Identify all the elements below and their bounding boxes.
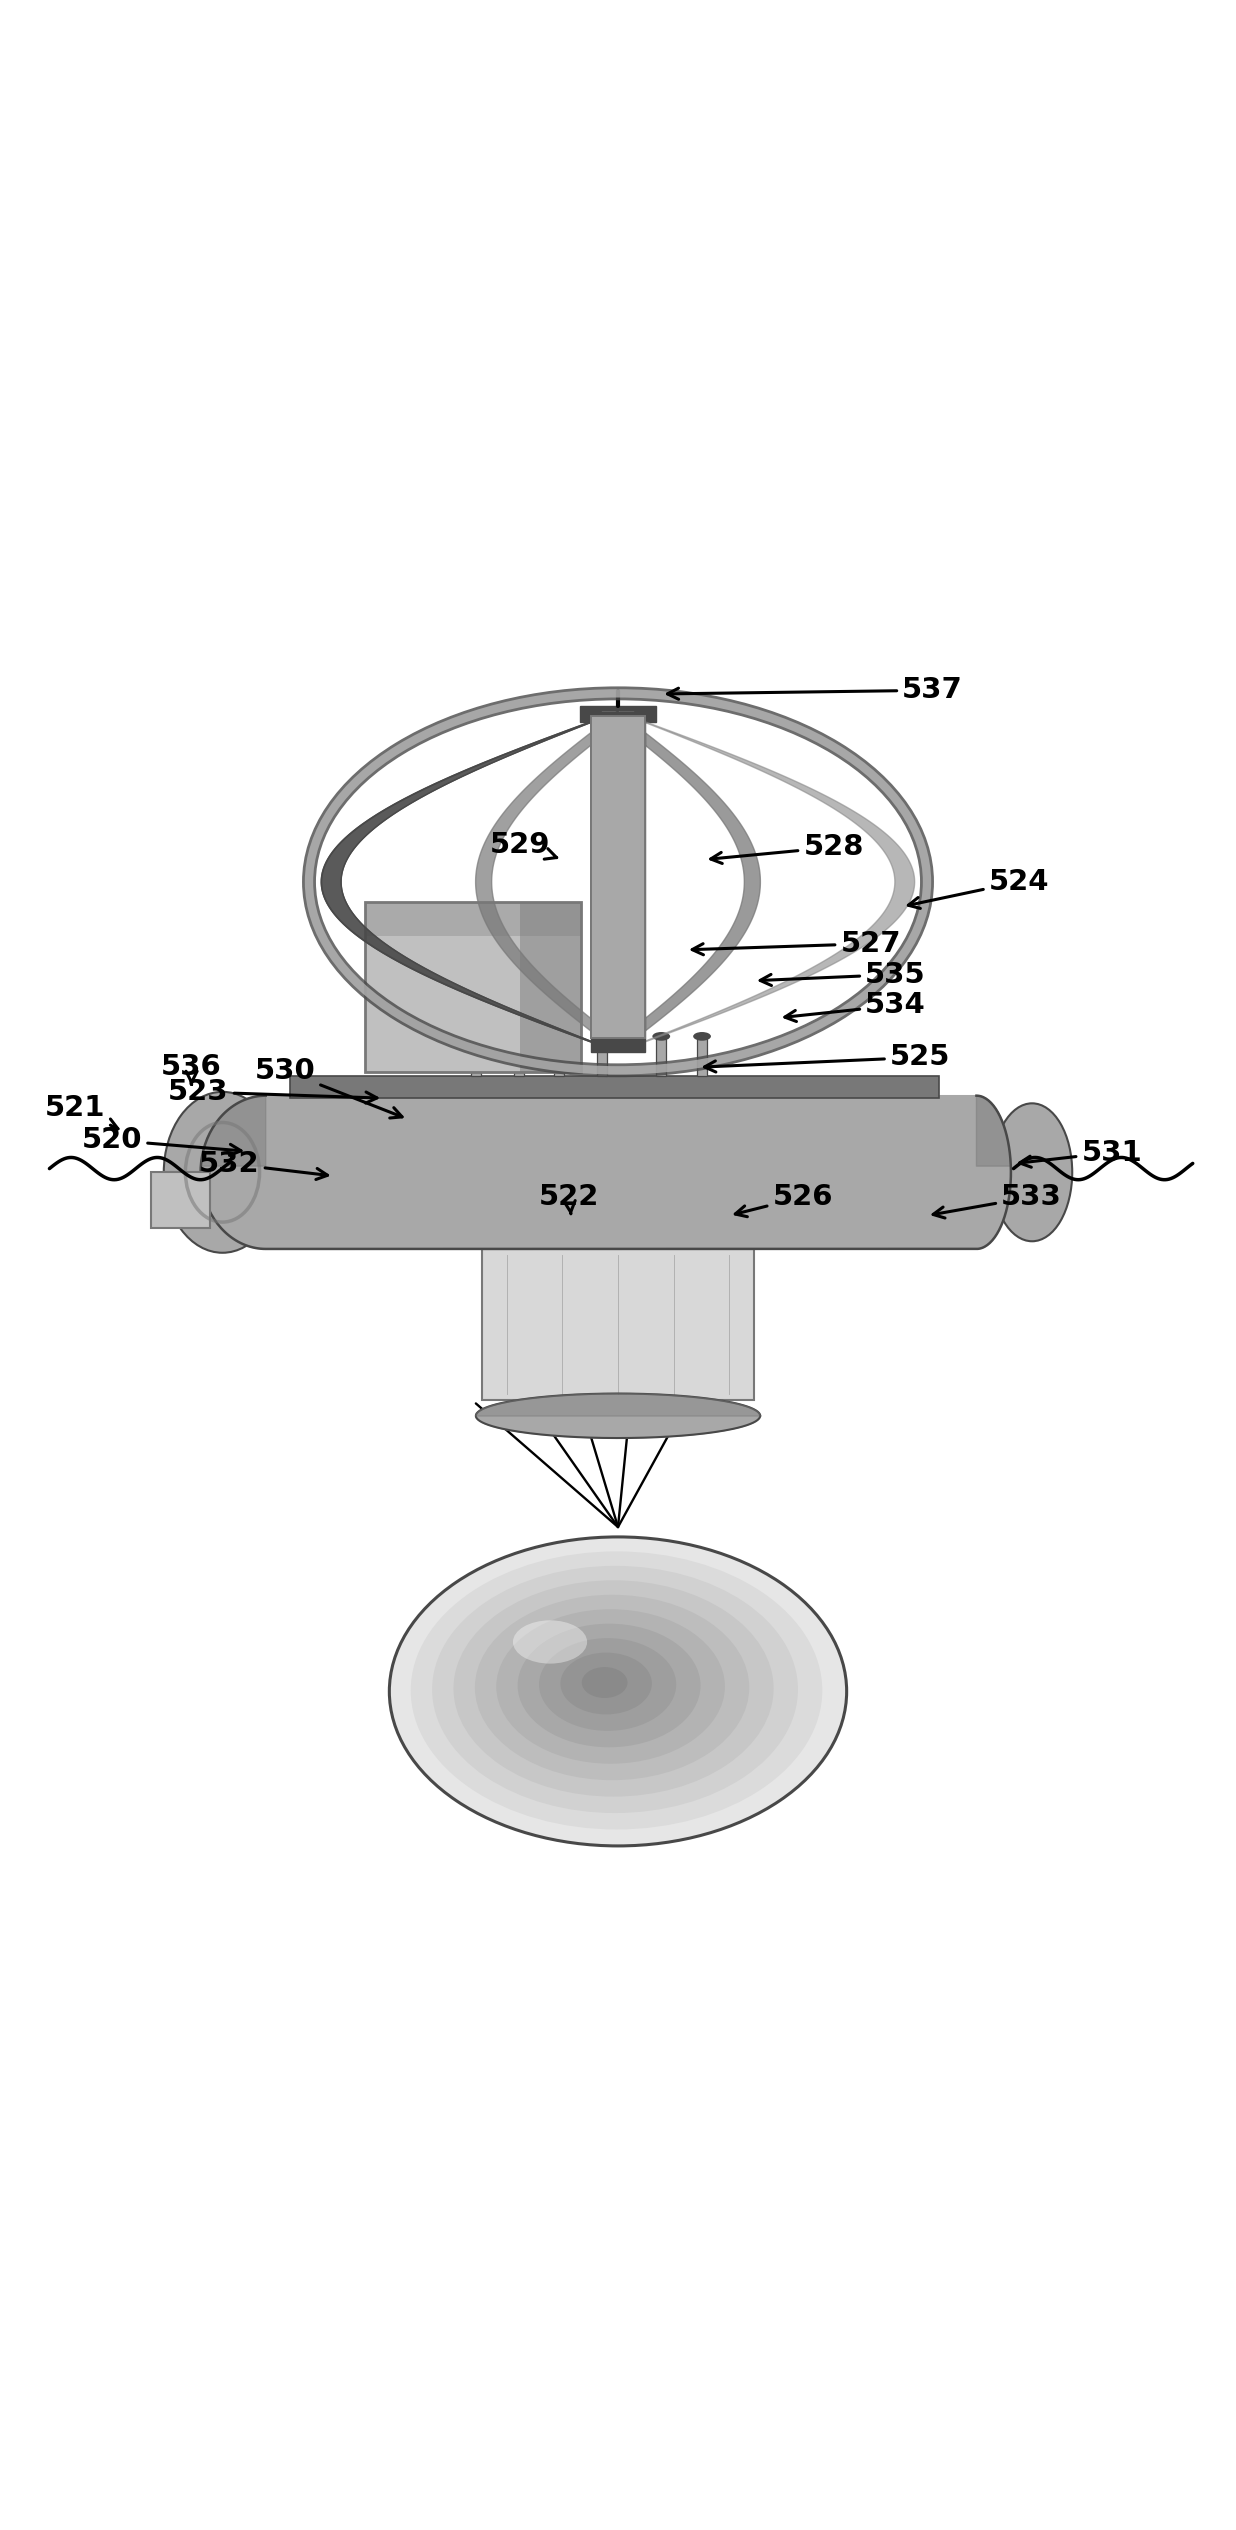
Polygon shape (200, 1095, 1011, 1250)
Text: 536: 536 (161, 1052, 222, 1085)
Bar (151, 1171, 210, 1227)
Polygon shape (591, 711, 645, 1052)
Bar (656, 1040, 666, 1075)
Ellipse shape (410, 1551, 822, 1829)
Bar (471, 1040, 481, 1075)
Ellipse shape (550, 1032, 567, 1040)
Ellipse shape (467, 1032, 485, 1040)
Text: 533: 533 (933, 1184, 1062, 1217)
Polygon shape (476, 711, 634, 1052)
Text: 521: 521 (44, 1093, 117, 1128)
Bar (591, 716, 645, 1037)
Ellipse shape (653, 1032, 670, 1040)
Ellipse shape (513, 1619, 587, 1665)
Ellipse shape (510, 1032, 528, 1040)
Bar (597, 1040, 607, 1075)
Text: 531: 531 (1020, 1138, 1142, 1166)
Text: 520: 520 (82, 1126, 241, 1156)
Bar (514, 1040, 524, 1075)
Ellipse shape (475, 1594, 749, 1781)
Text: 525: 525 (705, 1042, 950, 1073)
Bar (482, 1250, 754, 1399)
Text: 526: 526 (735, 1184, 833, 1217)
Polygon shape (618, 711, 915, 1052)
Text: 522: 522 (539, 1184, 599, 1214)
Bar (554, 1040, 564, 1075)
Ellipse shape (496, 1609, 724, 1763)
Bar (697, 1040, 707, 1075)
Polygon shape (321, 711, 618, 1052)
Polygon shape (476, 1394, 760, 1417)
Text: 524: 524 (908, 868, 1049, 908)
Ellipse shape (518, 1624, 701, 1748)
Ellipse shape (560, 1652, 651, 1715)
Bar (580, 706, 656, 724)
Ellipse shape (433, 1566, 798, 1814)
Ellipse shape (539, 1637, 676, 1731)
Text: 523: 523 (168, 1078, 377, 1106)
Bar (520, 901, 581, 1073)
Bar (591, 716, 645, 1037)
Text: 528: 528 (711, 832, 864, 863)
Ellipse shape (693, 1032, 711, 1040)
Text: 530: 530 (255, 1058, 402, 1118)
Ellipse shape (991, 1103, 1072, 1242)
Bar (591, 716, 606, 1037)
Ellipse shape (163, 1093, 281, 1252)
Text: 537: 537 (667, 676, 963, 703)
Polygon shape (476, 1394, 760, 1437)
Text: 532: 532 (199, 1149, 328, 1179)
Text: 535: 535 (760, 961, 926, 989)
Text: 527: 527 (692, 929, 901, 959)
Text: 534: 534 (785, 992, 926, 1022)
Ellipse shape (389, 1536, 847, 1847)
Bar (290, 1075, 939, 1098)
Text: 529: 529 (489, 830, 557, 860)
Ellipse shape (593, 1032, 611, 1040)
Ellipse shape (454, 1581, 774, 1796)
Polygon shape (602, 711, 760, 1052)
Bar (365, 901, 581, 1073)
Ellipse shape (582, 1667, 628, 1698)
Bar (365, 901, 581, 936)
